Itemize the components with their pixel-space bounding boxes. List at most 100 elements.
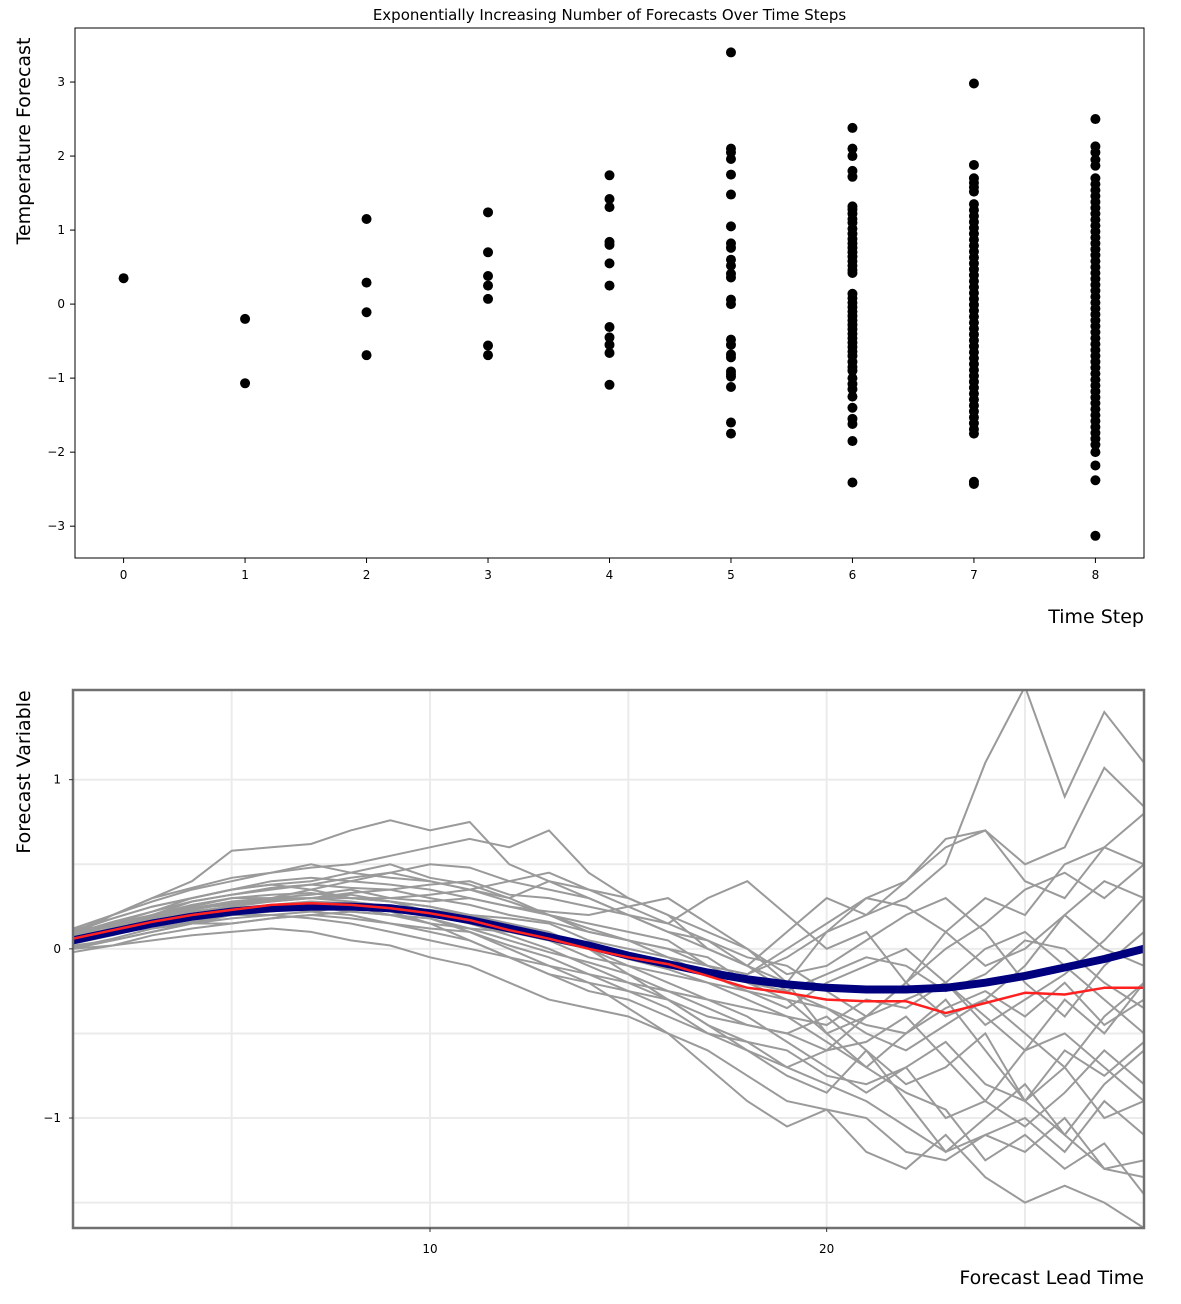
data-point xyxy=(604,379,615,390)
data-point xyxy=(725,221,736,232)
data-point xyxy=(968,478,979,489)
x-tick-label: 6 xyxy=(849,568,857,582)
x-tick-label: 1 xyxy=(241,568,249,582)
y-tick-label: −1 xyxy=(47,371,65,385)
data-point xyxy=(725,260,736,271)
plot-frame xyxy=(74,27,1145,559)
data-point xyxy=(725,47,736,58)
data-point xyxy=(847,477,858,488)
data-point xyxy=(604,258,615,269)
data-point xyxy=(847,391,858,402)
data-point xyxy=(483,293,494,304)
y-tick-label: 3 xyxy=(57,75,65,89)
data-point xyxy=(604,193,615,204)
data-point xyxy=(1090,114,1101,125)
ensemble-member-line xyxy=(73,913,1144,1154)
data-point xyxy=(483,270,494,281)
data-point xyxy=(1090,439,1101,450)
data-point xyxy=(604,170,615,181)
x-tick-label: 10 xyxy=(422,1242,437,1256)
x-tick-label: 7 xyxy=(970,568,978,582)
ensemble-member-line xyxy=(73,888,1144,1035)
data-point xyxy=(847,268,858,279)
y-tick-label: 2 xyxy=(57,149,65,163)
data-point xyxy=(1090,530,1101,541)
data-point xyxy=(483,207,494,218)
data-point xyxy=(483,350,494,361)
chart-title: Exponentially Increasing Number of Forec… xyxy=(373,6,847,24)
ensemble-member-line xyxy=(73,863,1144,1018)
y-axis-label: Forecast Variable xyxy=(13,690,35,853)
ensemble-mean-line xyxy=(73,901,1144,1015)
x-tick-label: 5 xyxy=(727,568,735,582)
data-point xyxy=(118,273,129,284)
y-tick-label: −2 xyxy=(47,445,65,459)
ensemble-member-line xyxy=(73,927,1144,1228)
x-tick-label: 2 xyxy=(363,568,371,582)
y-tick-label: −3 xyxy=(47,519,65,533)
data-point xyxy=(847,419,858,430)
ensemble-member-line xyxy=(73,905,1144,1137)
data-point xyxy=(1090,147,1101,158)
data-point xyxy=(725,417,736,428)
data-point xyxy=(361,350,372,361)
x-tick-label: 20 xyxy=(819,1242,834,1256)
x-tick-label: 4 xyxy=(606,568,614,582)
data-point xyxy=(725,154,736,165)
data-point xyxy=(483,280,494,291)
ensemble-member-line xyxy=(73,863,1144,1018)
x-tick-label: 0 xyxy=(120,568,128,582)
data-point xyxy=(604,332,615,343)
y-tick-label: 0 xyxy=(57,297,65,311)
data-point xyxy=(361,213,372,224)
lines-group xyxy=(73,690,1144,1228)
y-tick-label: 0 xyxy=(53,942,61,956)
data-point xyxy=(604,339,615,350)
data-point xyxy=(240,378,251,389)
plot-frame xyxy=(71,688,1146,1230)
data-point xyxy=(1090,160,1101,171)
data-point xyxy=(604,239,615,250)
data-point xyxy=(725,272,736,283)
y-tick-label: 1 xyxy=(53,773,61,787)
data-point xyxy=(361,307,372,318)
data-point xyxy=(1090,460,1101,471)
data-point xyxy=(604,347,615,358)
smooth-mean-line xyxy=(73,902,1144,994)
data-point xyxy=(725,189,736,200)
data-point xyxy=(725,299,736,310)
ensemble-member-line xyxy=(73,914,1144,1103)
data-point xyxy=(847,402,858,413)
data-point xyxy=(1090,475,1101,486)
data-point xyxy=(847,143,858,154)
data-point xyxy=(1090,447,1101,458)
data-point xyxy=(483,340,494,351)
data-point xyxy=(968,159,979,170)
ensemble-member-line xyxy=(73,883,1144,1195)
data-point xyxy=(725,371,736,382)
data-point xyxy=(847,384,858,395)
data-point xyxy=(604,280,615,291)
y-tick-label: −1 xyxy=(43,1111,61,1125)
x-axis-label: Time Step xyxy=(1047,606,1144,628)
ensemble-member-line xyxy=(73,871,1144,1027)
data-point xyxy=(240,313,251,324)
data-point xyxy=(725,428,736,439)
data-point xyxy=(725,339,736,350)
data-point xyxy=(604,322,615,333)
ensemble-member-line xyxy=(73,812,1144,967)
data-point xyxy=(361,277,372,288)
data-point xyxy=(968,428,979,439)
data-point xyxy=(968,186,979,197)
data-point xyxy=(847,122,858,133)
y-tick-label: 1 xyxy=(57,223,65,237)
data-point xyxy=(725,382,736,393)
data-point xyxy=(483,247,494,258)
data-point xyxy=(968,78,979,89)
x-tick-label: 3 xyxy=(484,568,492,582)
data-point xyxy=(725,352,736,363)
data-point xyxy=(847,365,858,376)
x-tick-label: 8 xyxy=(1092,568,1100,582)
data-point xyxy=(604,202,615,213)
